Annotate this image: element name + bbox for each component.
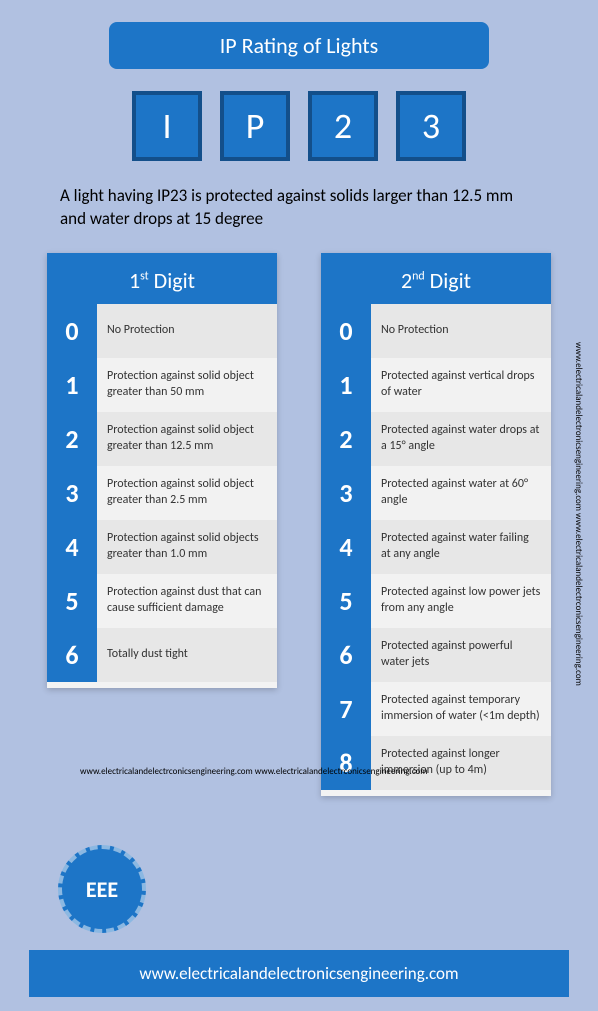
digit-number: 1 <box>321 358 371 412</box>
digit-row: 8Protected against longer immersion (up … <box>321 736 551 790</box>
title-banner: IP Rating of Lights <box>109 22 489 69</box>
digit-description: Protected against water failing at any a… <box>371 520 551 574</box>
digit-number: 4 <box>47 520 97 574</box>
ip-box-2: P <box>220 91 290 161</box>
digit-description: Protected against vertical drops of wate… <box>371 358 551 412</box>
digit-row: 7Protected against temporary immersion o… <box>321 682 551 736</box>
digit-number: 1 <box>47 358 97 412</box>
ip-boxes-row: I P 2 3 <box>0 91 598 161</box>
first-digit-column: 1st Digit 0No Protection1Protection agai… <box>47 253 277 688</box>
second-digit-header: 2nd Digit <box>321 253 551 304</box>
digit-row: 2Protected against water drops at a 15° … <box>321 412 551 466</box>
digit-number: 0 <box>47 304 97 358</box>
digit-description: Protection against solid object greater … <box>97 412 277 466</box>
digit-number: 3 <box>321 466 371 520</box>
description-text: A light having IP23 is protected against… <box>60 185 538 231</box>
second-digit-rows: 0No Protection1Protected against vertica… <box>321 304 551 790</box>
digit-number: 5 <box>321 574 371 628</box>
digit-description: No Protection <box>97 304 277 358</box>
digit-description: Protection against solid object greater … <box>97 358 277 412</box>
digit-row: 5Protected against low power jets from a… <box>321 574 551 628</box>
digit-number: 7 <box>321 682 371 736</box>
digit-number: 6 <box>321 628 371 682</box>
first-digit-header: 1st Digit <box>47 253 277 304</box>
ip-box-3: 2 <box>308 91 378 161</box>
digit-description: Protected against powerful water jets <box>371 628 551 682</box>
digit-row: 3Protection against solid object greater… <box>47 466 277 520</box>
digit-number: 8 <box>321 736 371 790</box>
digit-row: 1Protected against vertical drops of wat… <box>321 358 551 412</box>
digit-number: 4 <box>321 520 371 574</box>
digit-row: 4Protection against solid objects greate… <box>47 520 277 574</box>
digit-description: Totally dust tight <box>97 628 277 682</box>
digit-row: 0No Protection <box>47 304 277 358</box>
digit-description: Protection against dust that can cause s… <box>97 574 277 628</box>
digit-row: 3Protected against water at 60° angle <box>321 466 551 520</box>
watermark-horizontal: www.electricalandelectrconicsengineering… <box>80 766 428 777</box>
digit-description: Protected against water at 60° angle <box>371 466 551 520</box>
digit-number: 0 <box>321 304 371 358</box>
digit-description: Protected against longer immersion (up t… <box>371 736 551 790</box>
digit-number: 3 <box>47 466 97 520</box>
digit-row: 2Protection against solid object greater… <box>47 412 277 466</box>
digit-description: Protected against temporary immersion of… <box>371 682 551 736</box>
digit-description: Protection against solid objects greater… <box>97 520 277 574</box>
watermark-vertical: www.electricalandelectronicsengineering.… <box>573 342 584 686</box>
ip-box-1: I <box>132 91 202 161</box>
header-sup: st <box>140 270 149 284</box>
digit-row: 4Protected against water failing at any … <box>321 520 551 574</box>
header-num: 1 <box>129 267 140 294</box>
digit-row: 0No Protection <box>321 304 551 358</box>
digit-number: 2 <box>321 412 371 466</box>
first-digit-rows: 0No Protection1Protection against solid … <box>47 304 277 682</box>
header-num: 2 <box>401 267 412 294</box>
digit-row: 1Protection against solid object greater… <box>47 358 277 412</box>
columns-wrapper: 1st Digit 0No Protection1Protection agai… <box>0 253 598 796</box>
digit-number: 2 <box>47 412 97 466</box>
digit-description: Protection against solid object greater … <box>97 466 277 520</box>
header-word: Digit <box>149 267 195 294</box>
header-word: Digit <box>425 267 471 294</box>
digit-description: Protected against water drops at a 15° a… <box>371 412 551 466</box>
digit-row: 6Totally dust tight <box>47 628 277 682</box>
digit-row: 5Protection against dust that can cause … <box>47 574 277 628</box>
digit-number: 5 <box>47 574 97 628</box>
digit-description: No Protection <box>371 304 551 358</box>
digit-number: 6 <box>47 628 97 682</box>
digit-description: Protected against low power jets from an… <box>371 574 551 628</box>
second-digit-column: 2nd Digit 0No Protection1Protected again… <box>321 253 551 796</box>
footer-url: www.electricalandelectronicsengineering.… <box>29 950 569 997</box>
eee-badge: EEE <box>58 845 146 933</box>
header-sup: nd <box>412 270 425 284</box>
digit-row: 6Protected against powerful water jets <box>321 628 551 682</box>
ip-box-4: 3 <box>396 91 466 161</box>
